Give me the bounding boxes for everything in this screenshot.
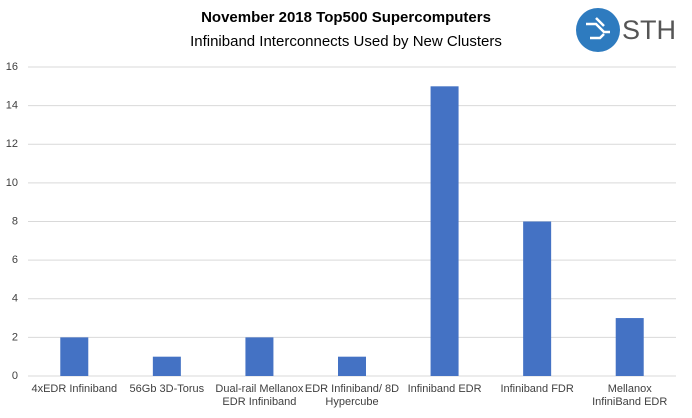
logo-circuit — [586, 17, 610, 40]
y-tick-label: 2 — [12, 331, 18, 343]
y-tick-label: 0 — [12, 370, 18, 382]
bar — [430, 86, 459, 376]
bar — [338, 356, 366, 376]
logo-text: STH — [622, 15, 676, 45]
bar — [245, 337, 274, 376]
y-tick-label: 8 — [12, 215, 18, 227]
y-tick-label: 10 — [6, 177, 18, 189]
x-tick-label: Mellanox InfiniBand EDR — [592, 383, 668, 408]
y-tick-label: 14 — [6, 100, 18, 112]
logo: STH — [576, 8, 676, 52]
x-tick-label: 56Gb 3D-Torus — [129, 383, 205, 395]
bar — [523, 221, 552, 376]
y-tick-label: 12 — [6, 138, 18, 150]
bar — [60, 337, 89, 376]
x-tick-label: Dual-rail Mellanox EDR Infiniband — [215, 383, 304, 408]
bar — [152, 356, 181, 376]
logo-circle — [576, 8, 620, 52]
x-tick-label: 4xEDR Infiniband — [31, 383, 118, 395]
y-tick-label: 16 — [6, 61, 18, 73]
chart-subtitle: Infiniband Interconnects Used by New Clu… — [190, 33, 502, 50]
x-tick-label: Infiniband FDR — [500, 383, 574, 395]
chart-title: November 2018 Top500 Supercomputers — [201, 9, 491, 26]
x-tick-label: Infiniband EDR — [407, 383, 482, 395]
y-tick-label: 6 — [12, 254, 18, 266]
bar — [615, 318, 644, 376]
y-tick-label: 4 — [12, 293, 18, 305]
x-tick-label: EDR Infiniband/ 8D Hypercube — [304, 383, 400, 408]
